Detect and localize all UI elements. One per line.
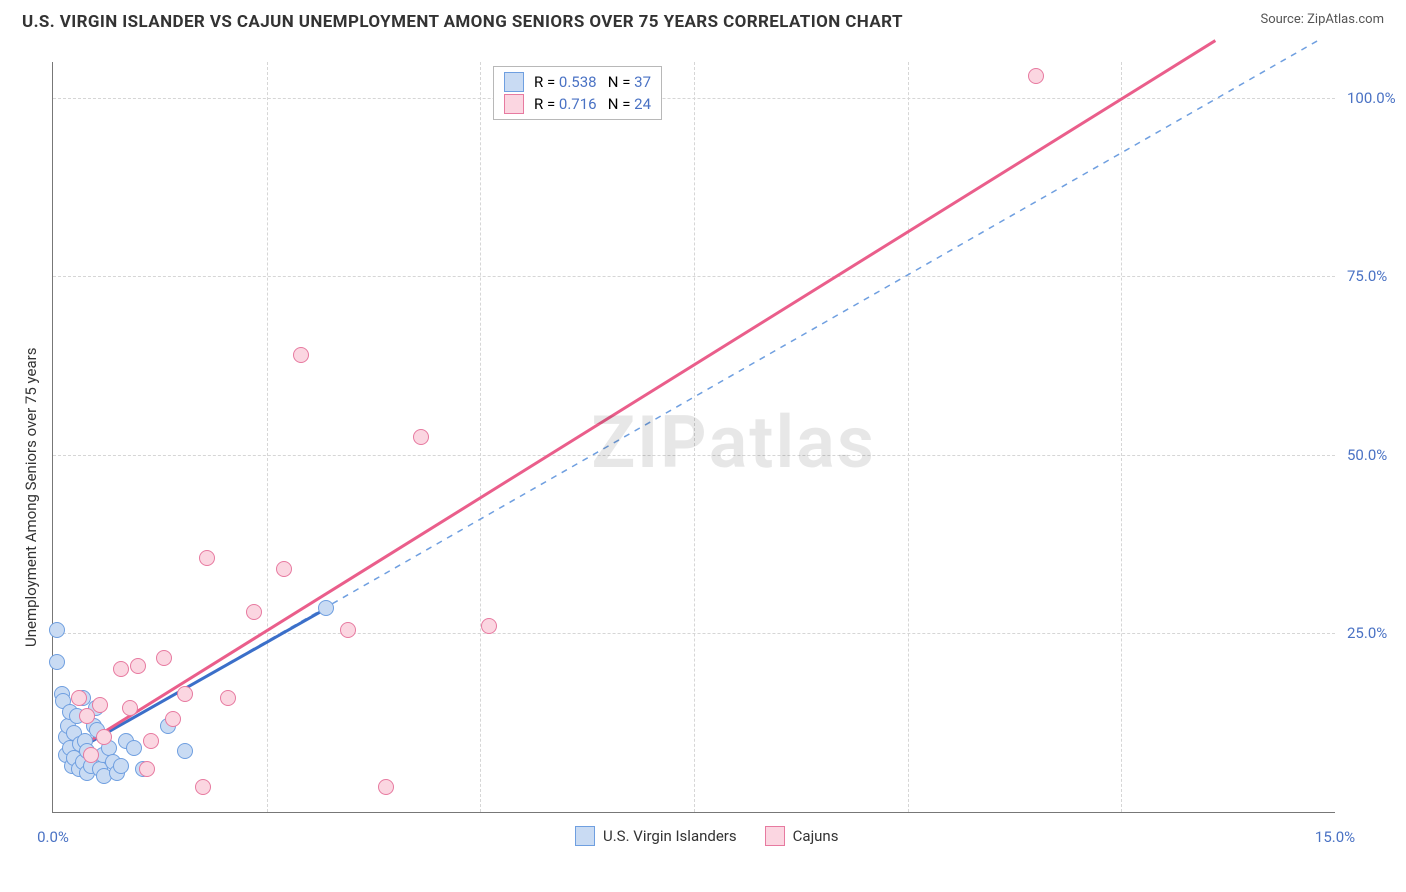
data-point <box>177 743 193 759</box>
data-point <box>130 658 146 674</box>
data-point <box>156 650 172 666</box>
data-point <box>177 686 193 702</box>
data-point <box>79 708 95 724</box>
legend-stats: R = 0.538 N = 37 <box>534 71 651 93</box>
data-point <box>113 758 129 774</box>
data-point <box>165 711 181 727</box>
legend-swatch <box>575 826 595 846</box>
x-tick-label: 15.0% <box>1315 828 1355 846</box>
watermark: ZIPatlas <box>591 400 875 485</box>
data-point <box>49 654 65 670</box>
data-point <box>92 697 108 713</box>
x-tick-label: 0.0% <box>37 828 69 846</box>
data-point <box>139 761 155 777</box>
data-point <box>126 740 142 756</box>
data-point <box>195 779 211 795</box>
legend-swatch <box>504 94 524 114</box>
y-tick-label: 50.0% <box>1347 446 1387 464</box>
data-point <box>122 700 138 716</box>
data-point <box>340 622 356 638</box>
data-point <box>113 661 129 677</box>
data-point <box>71 690 87 706</box>
data-point <box>1028 68 1044 84</box>
data-point <box>481 618 497 634</box>
data-point <box>83 747 99 763</box>
data-point <box>199 550 215 566</box>
y-axis-label: Unemployment Among Seniors over 75 years <box>22 348 40 647</box>
data-point <box>96 729 112 745</box>
legend-stats: R = 0.716 N = 24 <box>534 93 651 115</box>
legend-series-name: Cajuns <box>793 827 839 845</box>
data-point <box>246 604 262 620</box>
data-point <box>220 690 236 706</box>
legend-swatch <box>765 826 785 846</box>
legend-series-name: U.S. Virgin Islanders <box>603 827 737 845</box>
data-point <box>378 779 394 795</box>
plot-area: 25.0%50.0%75.0%100.0%0.0%15.0%R = 0.538 … <box>52 62 1335 813</box>
y-tick-label: 75.0% <box>1347 267 1387 285</box>
chart-title: U.S. VIRGIN ISLANDER VS CAJUN UNEMPLOYME… <box>22 12 903 32</box>
legend-swatch <box>504 72 524 92</box>
data-point <box>276 561 292 577</box>
data-point <box>49 622 65 638</box>
y-tick-label: 100.0% <box>1347 89 1396 107</box>
source-label: Source: ZipAtlas.com <box>1260 12 1384 27</box>
data-point <box>413 429 429 445</box>
series-legend: U.S. Virgin Islanders Cajuns <box>575 826 838 846</box>
data-point <box>143 733 159 749</box>
correlation-legend: R = 0.538 N = 37R = 0.716 N = 24 <box>493 66 662 120</box>
y-tick-label: 25.0% <box>1347 624 1387 642</box>
data-point <box>318 600 334 616</box>
data-point <box>293 347 309 363</box>
